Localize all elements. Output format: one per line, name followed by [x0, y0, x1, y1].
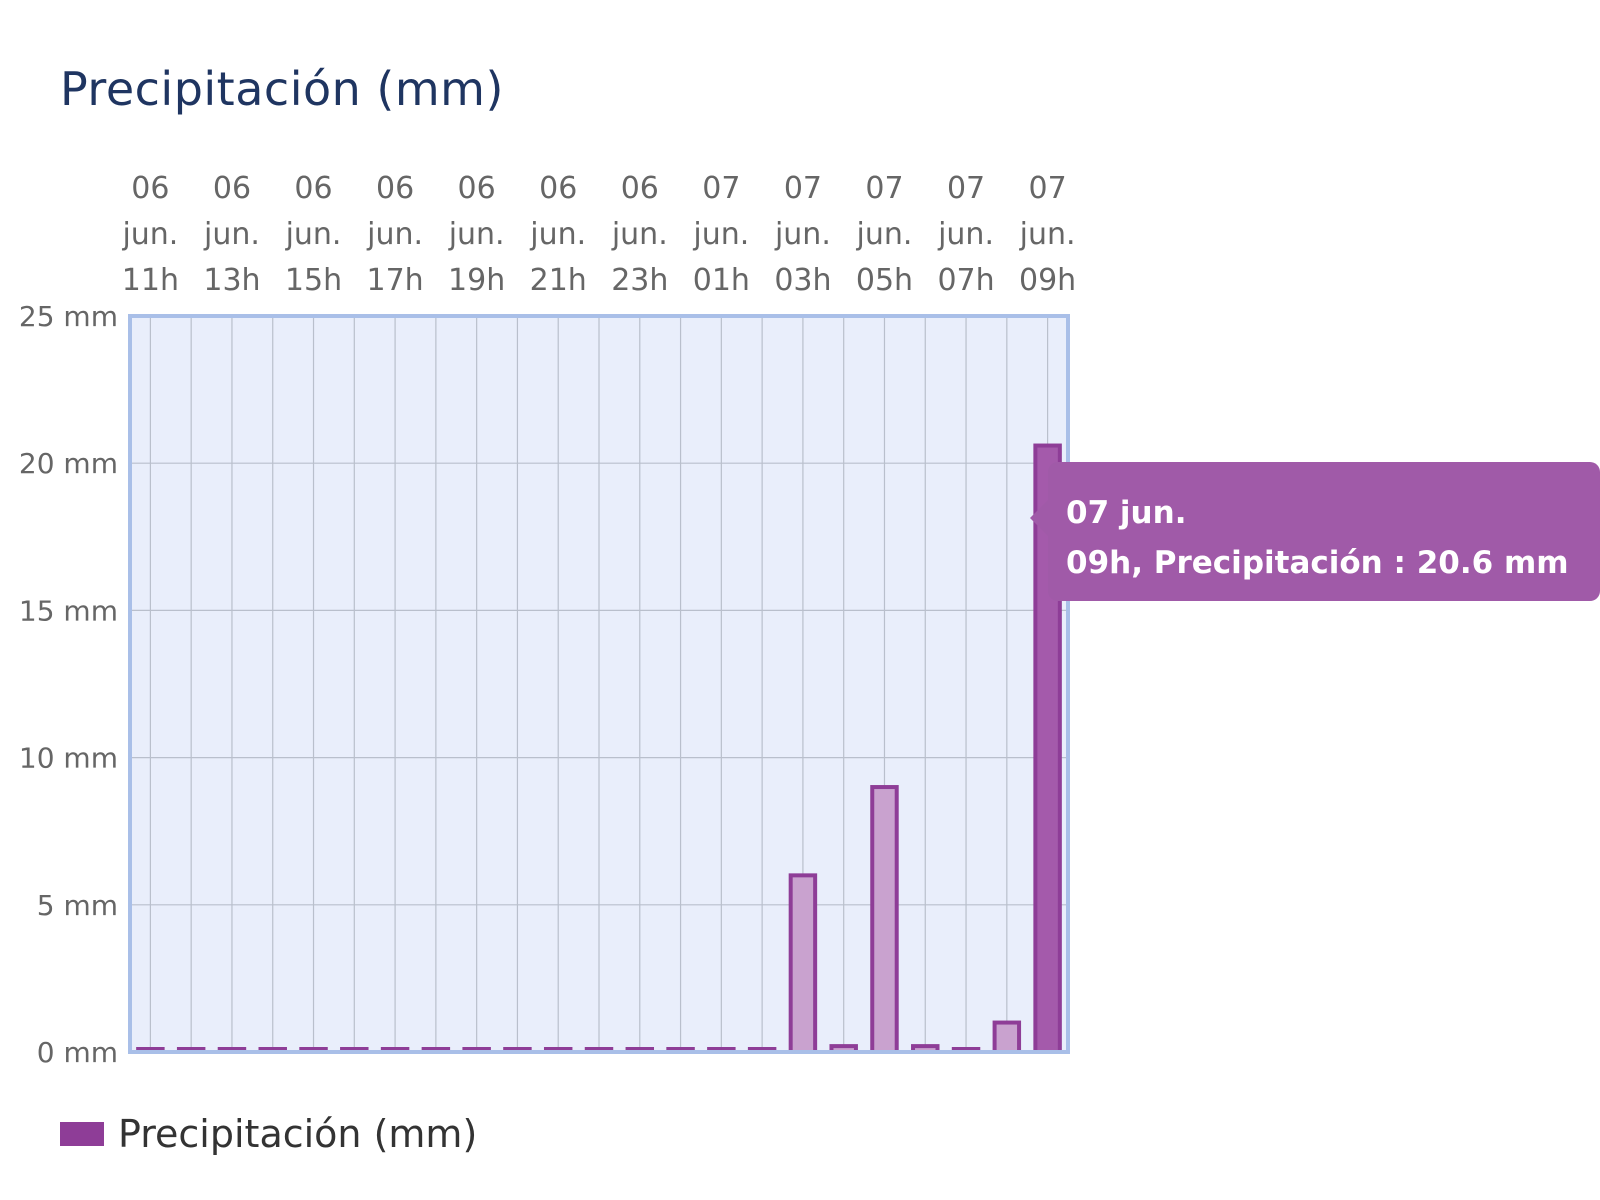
y-tick-label: 20 mm	[19, 447, 118, 480]
y-axis-ticks: 0 mm 5 mm 10 mm 15 mm 20 mm 25 mm	[19, 300, 118, 1069]
x-tick-label: 06 jun. 19h	[448, 171, 506, 298]
y-tick-label: 15 mm	[19, 594, 118, 627]
x-tick-label: 06 jun. 11h	[121, 171, 179, 298]
tooltip-pointer	[1030, 500, 1048, 536]
y-tick-label: 10 mm	[19, 742, 118, 775]
x-axis-ticks: 06 jun. 11h 06 jun. 13h 06 jun. 15h 06 jun. 17h 06 ju…	[121, 171, 1076, 298]
legend-swatch	[60, 1122, 104, 1146]
x-tick-label: 07 jun. 03h	[774, 171, 832, 298]
x-tick-label: 07 jun. 09h	[1019, 171, 1077, 298]
x-tick-label: 07 jun. 07h	[937, 171, 995, 298]
y-tick-label: 25 mm	[19, 300, 118, 333]
y-tick-label: 5 mm	[37, 889, 118, 922]
y-tick-label: 0 mm	[37, 1036, 118, 1069]
plot-border	[128, 314, 1070, 1054]
legend-label: Precipitación (mm)	[118, 1112, 478, 1156]
hover-tooltip: 07 jun. 09h, Precipitación : 20.6 mm	[1030, 462, 1600, 601]
x-tick-label: 06 jun. 17h	[366, 171, 424, 298]
x-tick-label: 07 jun. 01h	[692, 171, 750, 298]
x-tick-label: 06 jun. 23h	[611, 171, 669, 298]
x-tick-label: 06 jun. 21h	[529, 171, 587, 298]
bar-16[interactable]	[788, 873, 818, 1054]
chart-title: Precipitación (mm)	[60, 62, 504, 116]
bar-18[interactable]	[870, 785, 899, 1054]
tooltip-value: 09h, Precipitación : 20.6 mm	[1066, 545, 1569, 581]
x-tick-label: 07 jun. 05h	[856, 171, 914, 298]
bar-21[interactable]	[992, 1020, 1022, 1054]
x-tick-label: 06 jun. 15h	[285, 171, 343, 298]
x-tick-label: 06 jun. 13h	[203, 171, 261, 298]
tooltip-date: 07 jun.	[1066, 495, 1187, 531]
legend[interactable]: Precipitación (mm)	[60, 1112, 477, 1156]
